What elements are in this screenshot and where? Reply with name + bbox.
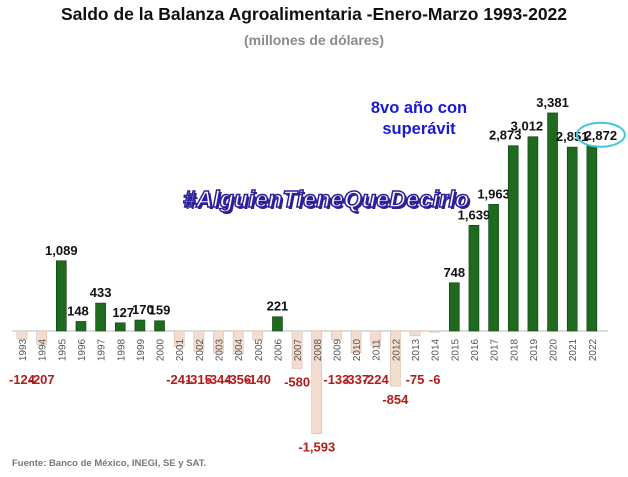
value-label-2003: -344 <box>205 372 232 387</box>
value-label-1993: -124 <box>9 372 36 387</box>
year-tick-2008: 2008 <box>313 338 324 361</box>
year-tick-2011: 2011 <box>372 339 383 361</box>
value-label-2012: -854 <box>382 392 409 407</box>
year-tick-2005: 2005 <box>254 338 265 361</box>
year-tick-2021: 2021 <box>568 338 579 361</box>
year-tick-2006: 2006 <box>273 338 284 361</box>
year-tick-2018: 2018 <box>509 338 520 361</box>
bar-2020 <box>547 112 558 332</box>
year-tick-2003: 2003 <box>215 338 226 361</box>
value-label-2020: 3,381 <box>536 95 569 110</box>
bar-2018 <box>507 145 519 332</box>
value-label-1997: 433 <box>90 285 112 300</box>
surplus-annotation: 8vo año con superávit <box>370 99 468 138</box>
value-label-2017: 1,963 <box>477 186 510 201</box>
bar-2011 <box>370 330 382 346</box>
year-tick-2010: 2010 <box>352 338 363 361</box>
bar-2001 <box>173 330 185 347</box>
year-tick-1998: 1998 <box>116 338 127 361</box>
year-tick-2019: 2019 <box>529 338 540 361</box>
year-tick-2004: 2004 <box>234 338 245 361</box>
bar-2013 <box>409 330 421 337</box>
bar-2000 <box>154 320 165 332</box>
bar-2014 <box>429 330 440 333</box>
value-label-2011: -224 <box>363 372 390 387</box>
value-label-2002: -315 <box>186 372 212 387</box>
bar-2022 <box>586 145 598 332</box>
bar-2017 <box>488 204 499 332</box>
year-tick-1993: 1993 <box>18 338 29 361</box>
bar-2016 <box>468 224 480 332</box>
year-tick-2020: 2020 <box>549 338 560 361</box>
year-tick-2001: 2001 <box>175 338 186 361</box>
year-tick-2015: 2015 <box>450 338 461 361</box>
chart-title: Saldo de la Balanza Agroalimentaria -Ene… <box>60 4 568 24</box>
value-label-2019: 3,012 <box>511 119 544 134</box>
bar-1998 <box>114 322 126 332</box>
year-tick-2013: 2013 <box>411 338 422 361</box>
year-tick-2017: 2017 <box>490 338 501 361</box>
value-label-2018: 2,873 <box>489 128 522 143</box>
year-tick-2000: 2000 <box>156 338 167 361</box>
year-tick-2022: 2022 <box>588 338 599 361</box>
bar-2009 <box>331 330 342 340</box>
bar-2004 <box>232 330 244 355</box>
bar-2007 <box>291 330 303 369</box>
year-tick-1997: 1997 <box>97 338 108 361</box>
year-tick-2012: 2012 <box>391 338 402 361</box>
chart-subtitle: (millones de dólares) <box>243 32 385 48</box>
value-label-2007: -580 <box>284 374 310 389</box>
value-label-2015: 748 <box>443 265 465 280</box>
year-tick-2016: 2016 <box>470 338 481 361</box>
value-label-2022: 2,872 <box>585 128 618 143</box>
value-label-2005: -140 <box>245 372 271 387</box>
year-tick-1996: 1996 <box>77 338 88 361</box>
bar-2006 <box>272 316 283 332</box>
year-tick-1994: 1994 <box>38 338 49 361</box>
bar-1995 <box>55 260 67 332</box>
value-label-2004: -356 <box>225 372 251 387</box>
value-label-1996: 148 <box>67 303 89 318</box>
year-tick-2007: 2007 <box>293 338 304 361</box>
bar-2010 <box>350 330 362 354</box>
bar-2008 <box>311 330 323 435</box>
value-label-2001: -241 <box>166 372 192 387</box>
year-tick-2009: 2009 <box>332 338 343 361</box>
value-label-2008: -1,593 <box>298 440 335 455</box>
value-label-1999: 170 <box>132 302 154 317</box>
value-label-1994: -207 <box>29 372 55 387</box>
bar-1993 <box>16 330 28 340</box>
year-tick-2014: 2014 <box>431 338 442 361</box>
value-label-2010: -337 <box>343 372 369 387</box>
bar-2003 <box>213 330 224 354</box>
source-note: Fuente: Banco de México, INEGI, SE y SAT… <box>12 458 207 469</box>
bar-2015 <box>448 282 460 332</box>
value-label-2009: -133 <box>323 372 349 387</box>
bar-2019 <box>527 136 539 332</box>
bar-2005 <box>252 330 264 341</box>
bar-1994 <box>36 330 47 345</box>
value-label-2000: 159 <box>149 303 171 318</box>
value-label-2006: 221 <box>267 299 289 314</box>
bar-2021 <box>566 146 578 332</box>
bar-2012 <box>390 330 401 387</box>
year-tick-1995: 1995 <box>57 338 68 361</box>
bar-2002 <box>193 330 205 352</box>
value-label-2013: -75 <box>406 372 425 387</box>
value-label-2016: 1,639 <box>458 207 491 222</box>
value-label-1995: 1,089 <box>45 243 78 258</box>
year-tick-1999: 1999 <box>136 338 147 361</box>
bar-1999 <box>134 319 146 332</box>
hashtag-overlay: #AlguienTieneQueDecirlo <box>182 185 470 213</box>
bar-1997 <box>95 302 106 332</box>
bar-1996 <box>75 321 87 332</box>
year-tick-2002: 2002 <box>195 338 206 361</box>
value-label-1998: 127 <box>112 305 134 320</box>
highlight-ring <box>575 121 626 148</box>
value-label-2014: -6 <box>429 372 441 387</box>
